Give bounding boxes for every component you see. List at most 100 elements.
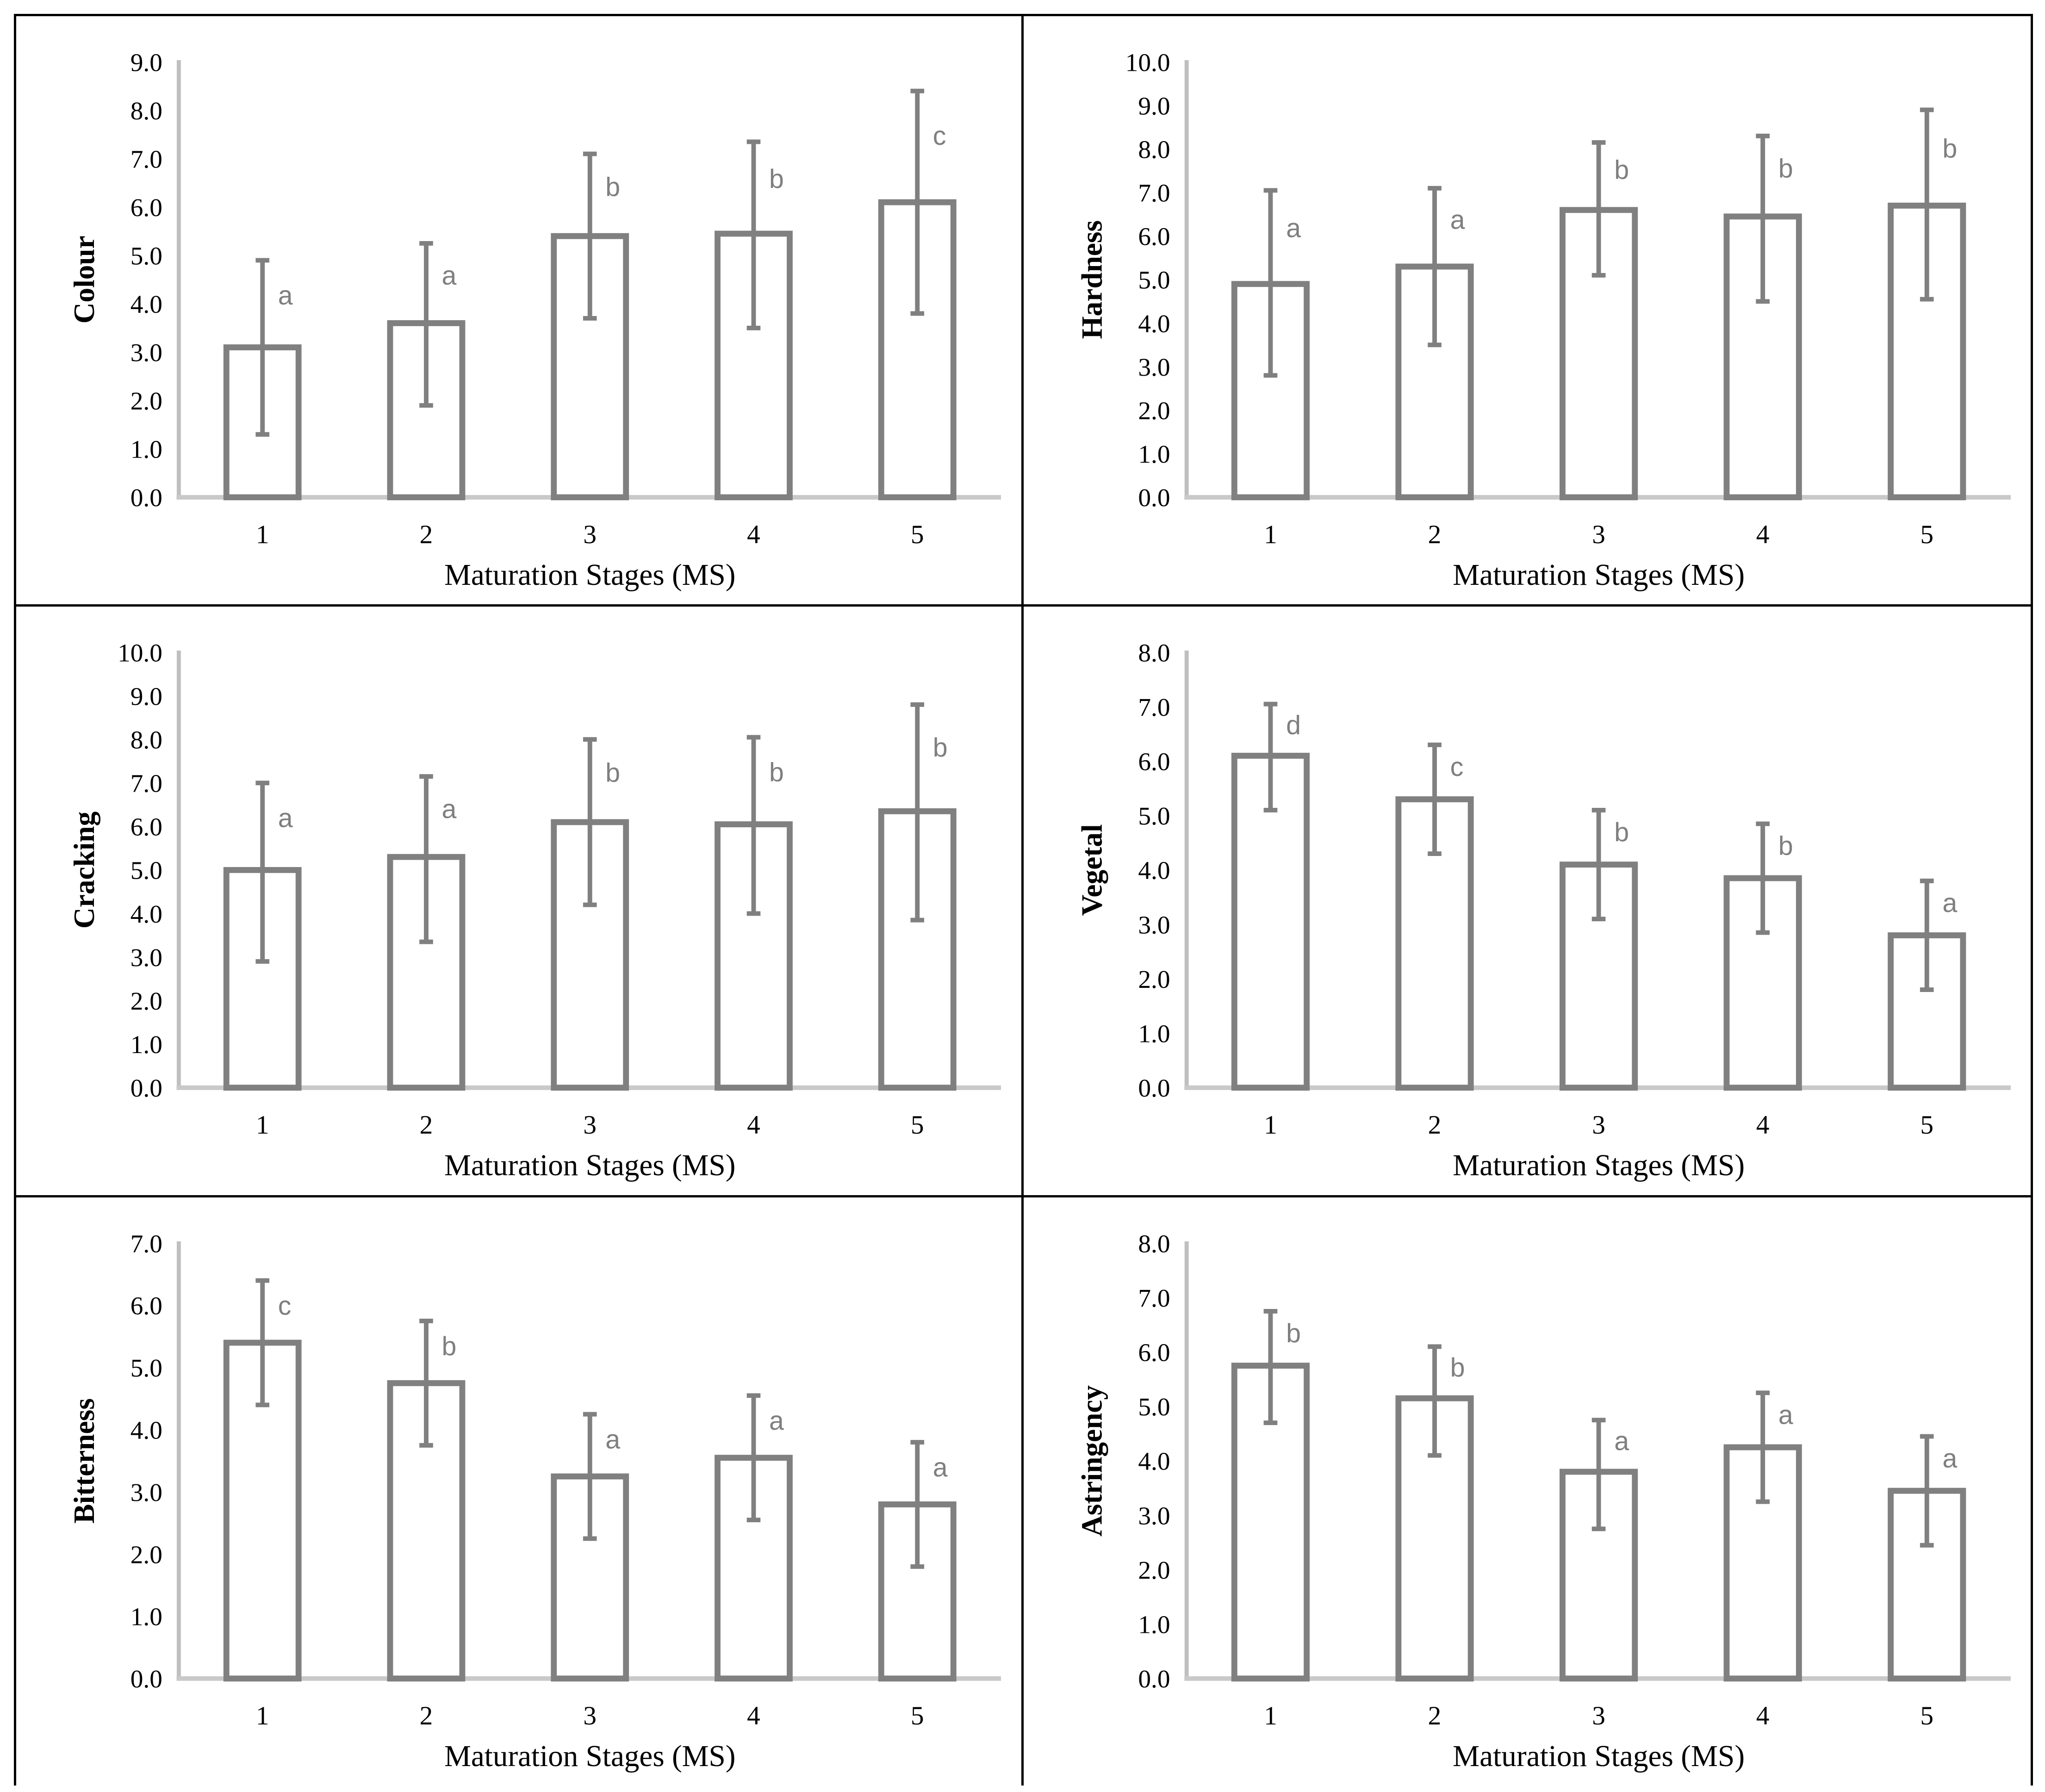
x-tick-label: 2: [1428, 1110, 1441, 1140]
significance-letter: b: [1942, 134, 1957, 163]
y-tick-label: 6.0: [131, 1291, 162, 1320]
x-tick-label: 3: [1592, 520, 1605, 549]
x-tick-label: 3: [583, 1701, 597, 1730]
x-tick-label: 1: [1264, 1110, 1277, 1140]
y-tick-label: 7.0: [131, 145, 162, 173]
x-tick-label: 5: [911, 520, 924, 549]
significance-letter: b: [605, 173, 620, 202]
panel-hardness: 0.0 1.0 2.0 3.0 4.0 5.0 6.0 7.0 8.0 9.0 10.0 a 1 a 2 b 3…: [1023, 16, 2031, 607]
y-tick-label: 2.0: [1138, 397, 1170, 425]
y-tick-label: 7.0: [131, 1229, 162, 1258]
x-tick-label: 3: [1592, 1110, 1605, 1140]
y-tick-label: 8.0: [1138, 1229, 1170, 1258]
x-axis-title: Maturation Stages (MS): [1453, 1149, 1745, 1182]
x-axis-title: Maturation Stages (MS): [1453, 1739, 1745, 1773]
panel-astringency: 0.0 1.0 2.0 3.0 4.0 5.0 6.0 7.0 8.0 b 1 b 2 a 3 a 4 a 5 Mat…: [1023, 1197, 2031, 1786]
y-tick-label: 2.0: [131, 1540, 162, 1569]
significance-letter: a: [278, 281, 293, 310]
x-tick-label: 4: [1756, 520, 1769, 549]
panel-cracking: 0.0 1.0 2.0 3.0 4.0 5.0 6.0 7.0 8.0 9.0 10.0 a 1 a 2 b 3…: [16, 607, 1024, 1197]
x-axis-title: Maturation Stages (MS): [444, 558, 736, 592]
y-tick-label: 8.0: [1138, 135, 1170, 163]
panel-bitterness: 0.0 1.0 2.0 3.0 4.0 5.0 6.0 7.0 c 1 b 2 a 3 a 4 a 5 Matura…: [16, 1197, 1024, 1786]
y-tick-label: 6.0: [131, 193, 162, 222]
x-tick-label: 1: [1264, 520, 1277, 549]
chart-hardness: 0.0 1.0 2.0 3.0 4.0 5.0 6.0 7.0 8.0 9.0 10.0 a 1 a 2 b 3…: [1075, 48, 2011, 592]
y-tick-label: 10.0: [118, 639, 162, 667]
y-tick-label: 2.0: [131, 387, 162, 415]
y-tick-label: 1.0: [1138, 1610, 1170, 1638]
x-tick-label: 5: [911, 1110, 924, 1140]
y-tick-label: 0.0: [131, 1074, 162, 1102]
y-tick-label: 0.0: [1138, 1074, 1170, 1102]
y-tick-label: 7.0: [1138, 179, 1170, 207]
y-tick-label: 2.0: [1138, 965, 1170, 993]
x-tick-label: 3: [1592, 1701, 1605, 1730]
y-tick-label: 3.0: [131, 943, 162, 972]
y-axis-title: Astringency: [1075, 1385, 1108, 1536]
y-axis-title: Hardness: [1075, 220, 1108, 339]
bar: [387, 320, 466, 501]
bar: [223, 1339, 302, 1681]
chart-cracking: 0.0 1.0 2.0 3.0 4.0 5.0 6.0 7.0 8.0 9.0 10.0 a 1 a 2 b 3…: [68, 639, 1001, 1182]
y-tick-label: 4.0: [131, 290, 162, 318]
significance-letter: d: [1286, 711, 1301, 740]
significance-letter: b: [1286, 1319, 1301, 1348]
significance-letter: b: [769, 758, 784, 787]
significance-letter: a: [1942, 1444, 1957, 1473]
y-tick-label: 9.0: [131, 48, 162, 76]
y-axis-title: Vegetal: [1075, 825, 1108, 916]
x-axis-title: Maturation Stages (MS): [444, 1739, 736, 1773]
significance-letter: c: [1450, 752, 1463, 782]
y-tick-label: 7.0: [1138, 693, 1170, 721]
y-axis-title: Colour: [68, 236, 100, 323]
significance-letter: a: [769, 1406, 784, 1436]
x-tick-label: 3: [583, 1110, 597, 1140]
x-tick-label: 5: [911, 1701, 924, 1730]
x-tick-label: 2: [420, 1701, 433, 1730]
figure-grid: 0.0 1.0 2.0 3.0 4.0 5.0 6.0 7.0 8.0 9.0 a 1 a 2 b 3 b 4 c 5…: [14, 14, 2033, 1786]
y-tick-label: 0.0: [131, 1665, 162, 1693]
x-tick-label: 2: [420, 1110, 433, 1140]
y-tick-label: 1.0: [131, 435, 162, 464]
y-tick-label: 4.0: [131, 1416, 162, 1444]
y-tick-label: 1.0: [131, 1030, 162, 1059]
y-tick-label: 4.0: [1138, 1447, 1170, 1475]
y-tick-label: 8.0: [131, 97, 162, 125]
chart-vegetal: 0.0 1.0 2.0 3.0 4.0 5.0 6.0 7.0 8.0 d 1 c 2 b 3 b 4 a 5 Mat…: [1075, 639, 2011, 1182]
significance-letter: b: [1614, 155, 1629, 185]
y-tick-label: 5.0: [131, 1354, 162, 1382]
x-tick-label: 3: [583, 520, 597, 549]
y-tick-label: 4.0: [1138, 856, 1170, 885]
y-tick-label: 4.0: [1138, 310, 1170, 338]
x-tick-label: 1: [256, 1701, 269, 1730]
significance-letter: a: [1450, 205, 1465, 235]
significance-letter: a: [605, 1425, 620, 1454]
chart-astringency: 0.0 1.0 2.0 3.0 4.0 5.0 6.0 7.0 8.0 b 1 b 2 a 3 a 4 a 5 Mat…: [1075, 1229, 2011, 1773]
significance-letter: b: [1778, 831, 1793, 861]
y-tick-label: 6.0: [1138, 223, 1170, 251]
x-axis-title: Maturation Stages (MS): [444, 1149, 736, 1182]
significance-letter: a: [278, 804, 293, 833]
significance-letter: a: [1286, 213, 1301, 243]
x-tick-label: 4: [747, 1110, 760, 1140]
y-tick-label: 9.0: [131, 682, 162, 711]
x-tick-label: 5: [1920, 1110, 1933, 1140]
significance-letter: b: [605, 758, 620, 788]
significance-letter: c: [278, 1291, 292, 1321]
y-axis-title: Cracking: [68, 812, 100, 929]
y-tick-label: 3.0: [1138, 1501, 1170, 1530]
y-tick-label: 9.0: [1138, 92, 1170, 120]
x-tick-label: 2: [1428, 1701, 1441, 1730]
significance-letter: b: [1614, 818, 1629, 847]
significance-letter: b: [1450, 1353, 1465, 1383]
y-tick-label: 1.0: [131, 1602, 162, 1631]
y-tick-label: 7.0: [131, 769, 162, 798]
significance-letter: a: [1778, 1400, 1793, 1430]
x-tick-label: 4: [747, 1701, 760, 1730]
significance-letter: b: [769, 164, 784, 194]
chart-bitterness: 0.0 1.0 2.0 3.0 4.0 5.0 6.0 7.0 c 1 b 2 a 3 a 4 a 5 Matura…: [68, 1229, 1001, 1773]
x-tick-label: 2: [420, 520, 433, 549]
chart-colour: 0.0 1.0 2.0 3.0 4.0 5.0 6.0 7.0 8.0 9.0 a 1 a 2 b 3 b 4 c 5…: [68, 48, 1001, 592]
y-axis-title: Bitterness: [68, 1398, 100, 1523]
